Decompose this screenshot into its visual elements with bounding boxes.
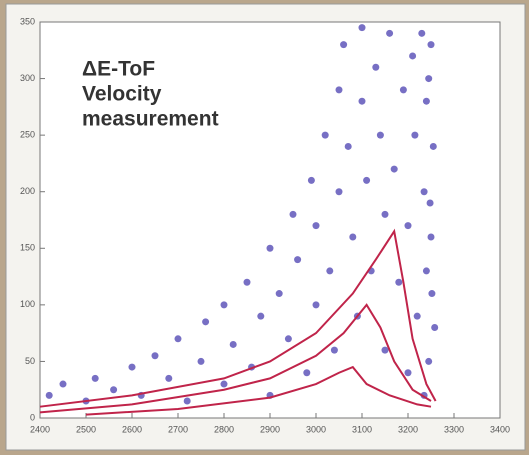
point xyxy=(431,323,439,331)
point xyxy=(289,210,297,218)
point xyxy=(363,176,371,184)
point xyxy=(425,357,433,365)
point xyxy=(174,335,182,343)
point xyxy=(128,363,136,371)
point xyxy=(390,165,398,173)
x-tick-label: 2500 xyxy=(76,424,96,434)
point xyxy=(312,222,320,230)
x-tick-label: 2800 xyxy=(214,424,234,434)
x-tick-label: 2600 xyxy=(122,424,142,434)
point xyxy=(395,278,403,286)
y-tick-label: 150 xyxy=(20,243,35,253)
point xyxy=(411,131,419,139)
y-tick-label: 200 xyxy=(20,186,35,196)
point xyxy=(340,41,348,49)
point xyxy=(427,233,435,241)
y-tick-label: 300 xyxy=(20,73,35,83)
line xyxy=(39,228,437,408)
point xyxy=(376,131,384,139)
annotation: ΔE-ToF xyxy=(82,58,155,81)
line xyxy=(39,303,432,414)
x-tick-label: 3200 xyxy=(398,424,418,434)
point xyxy=(284,335,292,343)
point xyxy=(413,312,421,320)
point xyxy=(358,97,366,105)
x-tick-label: 3100 xyxy=(352,424,372,434)
x-tick-label: 2700 xyxy=(168,424,188,434)
point xyxy=(426,199,434,207)
point xyxy=(420,188,428,196)
point xyxy=(312,301,320,309)
point xyxy=(422,267,430,275)
point xyxy=(349,233,357,241)
point xyxy=(404,222,412,230)
x-tick-label: 2400 xyxy=(30,424,50,434)
point xyxy=(321,131,329,139)
point xyxy=(409,52,417,60)
point xyxy=(220,380,228,388)
point xyxy=(335,188,343,196)
y-tick-label: 50 xyxy=(25,356,35,366)
point xyxy=(183,397,191,405)
point xyxy=(358,24,366,32)
point xyxy=(425,75,433,83)
point xyxy=(229,340,237,348)
point xyxy=(307,176,315,184)
point xyxy=(59,380,67,388)
y-tick-label: 250 xyxy=(20,130,35,140)
y-tick-label: 100 xyxy=(20,299,35,309)
annotation: measurement xyxy=(82,108,219,131)
point xyxy=(418,29,426,37)
point xyxy=(266,244,274,252)
point xyxy=(381,346,389,354)
point xyxy=(404,369,412,377)
point xyxy=(428,290,436,298)
point xyxy=(91,374,99,382)
point xyxy=(151,352,159,360)
annotation: Velocity xyxy=(82,83,162,106)
point xyxy=(330,346,338,354)
point xyxy=(429,142,437,150)
x-tick-label: 3400 xyxy=(490,424,510,434)
y-tick-label: 0 xyxy=(30,412,35,422)
point xyxy=(326,267,334,275)
point xyxy=(202,318,210,326)
x-tick-label: 3300 xyxy=(444,424,464,434)
point xyxy=(220,301,228,309)
point xyxy=(381,210,389,218)
point xyxy=(197,357,205,365)
x-tick-label: 3000 xyxy=(306,424,326,434)
point xyxy=(335,86,343,94)
point xyxy=(372,63,380,71)
point xyxy=(165,374,173,382)
point xyxy=(386,29,394,37)
point xyxy=(427,41,435,49)
point xyxy=(294,256,302,264)
point xyxy=(422,97,430,105)
point xyxy=(257,312,265,320)
point xyxy=(399,86,407,94)
plot-area xyxy=(39,21,501,419)
point xyxy=(344,142,352,150)
line xyxy=(85,365,432,416)
point xyxy=(275,290,283,298)
x-tick-label: 2900 xyxy=(260,424,280,434)
point xyxy=(45,391,53,399)
point xyxy=(110,386,118,394)
point xyxy=(243,278,251,286)
y-tick-label: 350 xyxy=(20,16,35,26)
point xyxy=(303,369,311,377)
